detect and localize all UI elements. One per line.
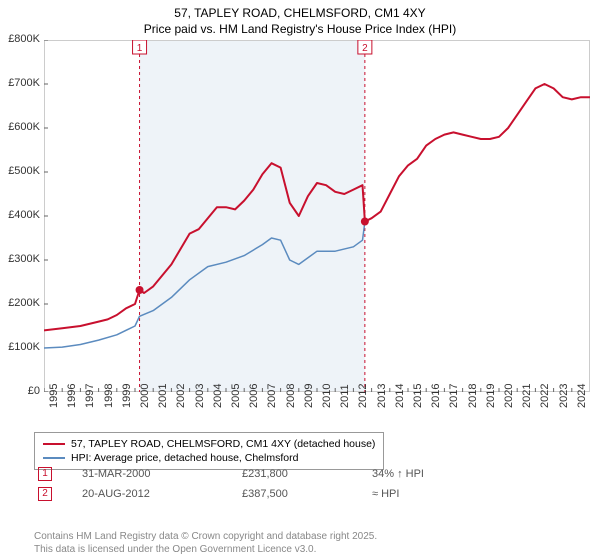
y-tick-label: £200K (0, 297, 40, 309)
attribution-line1: Contains HM Land Registry data © Crown c… (34, 530, 377, 543)
legend-item: HPI: Average price, detached house, Chel… (43, 451, 375, 465)
data-point-flag: 1 (38, 467, 52, 481)
data-point-table: 1 31-MAR-2000£231,80034% ↑ HPI 2 20-AUG-201… (34, 464, 594, 504)
x-tick-label: 2022 (539, 384, 551, 408)
x-tick-label: 2012 (357, 384, 369, 408)
x-tick-label: 2020 (503, 384, 515, 408)
x-tick-label: 2017 (448, 384, 460, 408)
legend-swatch (43, 457, 65, 459)
legend-swatch (43, 443, 65, 445)
legend-label: 57, TAPLEY ROAD, CHELMSFORD, CM1 4XY (de… (71, 438, 375, 450)
x-tick-label: 2002 (175, 384, 187, 408)
svg-text:2: 2 (362, 43, 368, 54)
y-tick-label: £800K (0, 33, 40, 45)
chart-area: 12 £0£100K£200K£300K£400K£500K£600K£700K… (34, 40, 594, 418)
plot-svg: 12 (44, 40, 590, 392)
y-tick-label: £100K (0, 341, 40, 353)
x-tick-label: 2009 (303, 384, 315, 408)
x-tick-label: 2006 (248, 384, 260, 408)
x-tick-label: 2013 (376, 384, 388, 408)
x-tick-label: 2003 (194, 384, 206, 408)
x-tick-label: 2019 (485, 384, 497, 408)
x-tick-label: 2007 (266, 384, 278, 408)
x-tick-label: 2015 (412, 384, 424, 408)
x-tick-label: 2008 (285, 384, 297, 408)
x-tick-label: 2024 (576, 384, 588, 408)
x-tick-label: 2016 (430, 384, 442, 408)
data-point-flag: 2 (38, 487, 52, 501)
x-tick-label: 2021 (521, 384, 533, 408)
chart-title-line2: Price paid vs. HM Land Registry's House … (0, 20, 600, 40)
y-tick-label: £600K (0, 121, 40, 133)
x-tick-label: 2000 (139, 384, 151, 408)
y-tick-label: £300K (0, 253, 40, 265)
data-point-price: £387,500 (242, 488, 372, 500)
x-tick-label: 2014 (394, 384, 406, 408)
x-tick-label: 1995 (48, 384, 60, 408)
svg-text:1: 1 (137, 43, 143, 54)
y-tick-label: £0 (0, 385, 40, 397)
attribution: Contains HM Land Registry data © Crown c… (34, 530, 377, 556)
y-tick-label: £700K (0, 77, 40, 89)
x-tick-label: 2011 (339, 384, 351, 408)
x-tick-label: 1998 (103, 384, 115, 408)
legend-label: HPI: Average price, detached house, Chel… (71, 452, 298, 464)
x-tick-label: 2004 (212, 384, 224, 408)
plot-area: 12 (44, 40, 590, 392)
attribution-line2: This data is licensed under the Open Gov… (34, 543, 377, 556)
chart-title-line1: 57, TAPLEY ROAD, CHELMSFORD, CM1 4XY (0, 0, 600, 20)
data-point-row: 1 31-MAR-2000£231,80034% ↑ HPI (34, 464, 594, 484)
data-point-date: 20-AUG-2012 (82, 488, 242, 500)
x-tick-label: 2010 (321, 384, 333, 408)
x-tick-label: 2005 (230, 384, 242, 408)
x-tick-label: 2001 (157, 384, 169, 408)
y-tick-label: £400K (0, 209, 40, 221)
data-point-row: 2 20-AUG-2012£387,500≈ HPI (34, 484, 594, 504)
data-point-price: £231,800 (242, 468, 372, 480)
data-point-date: 31-MAR-2000 (82, 468, 242, 480)
x-tick-label: 2023 (558, 384, 570, 408)
x-tick-label: 2018 (467, 384, 479, 408)
data-point-pct: 34% ↑ HPI (372, 468, 424, 480)
data-point-pct: ≈ HPI (372, 488, 399, 500)
legend-item: 57, TAPLEY ROAD, CHELMSFORD, CM1 4XY (de… (43, 437, 375, 451)
x-tick-label: 1997 (84, 384, 96, 408)
y-tick-label: £500K (0, 165, 40, 177)
x-tick-label: 1996 (66, 384, 78, 408)
x-tick-label: 1999 (121, 384, 133, 408)
